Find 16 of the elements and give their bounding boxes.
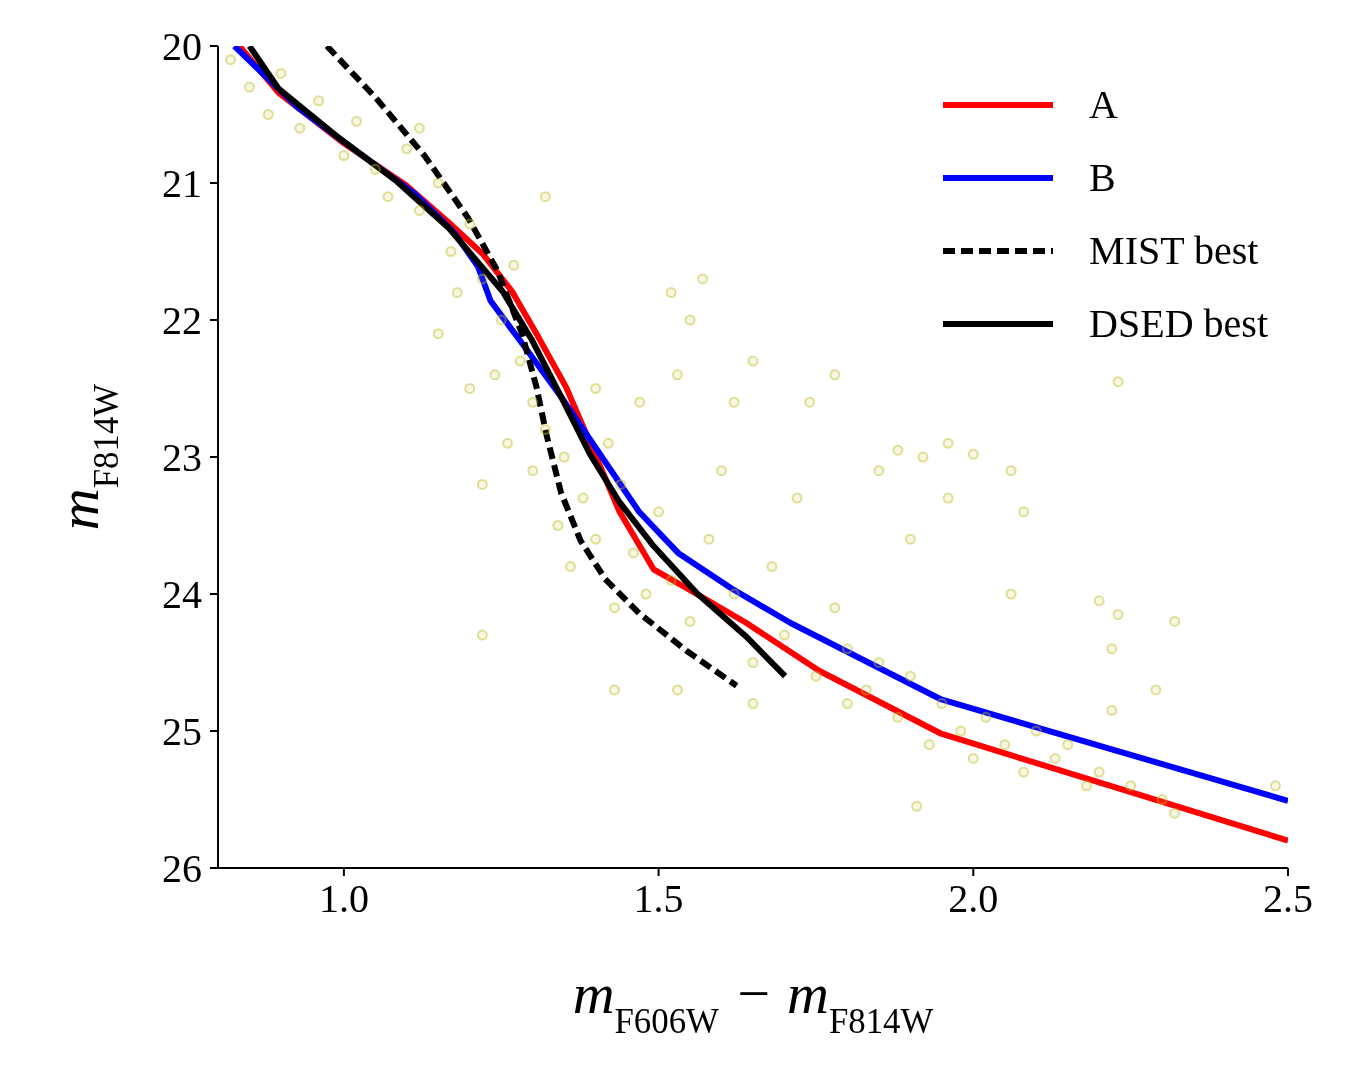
y-tick-label: 20 (162, 24, 202, 70)
x-tick-label: 1.0 (318, 876, 369, 922)
x-tick-label: 2.5 (1263, 876, 1313, 922)
x-tick-label: 2.0 (948, 876, 999, 922)
y-tick-label: 22 (162, 298, 202, 344)
y-tick-label: 25 (162, 709, 202, 755)
x-tick-label: 1.5 (633, 876, 684, 922)
legend-label: B (1089, 154, 1116, 201)
legend-label: A (1089, 81, 1118, 128)
legend-label: DSED best (1089, 300, 1268, 347)
x-axis-title: m$_{F606W}$ − m$_{F814W}$ (572, 961, 934, 1041)
y-tick-label: 21 (162, 161, 202, 207)
legend-label: MIST best (1089, 227, 1259, 274)
y-tick-label: 23 (162, 435, 202, 481)
y-tick-label: 24 (162, 572, 202, 618)
y-tick-label: 26 (162, 846, 202, 892)
